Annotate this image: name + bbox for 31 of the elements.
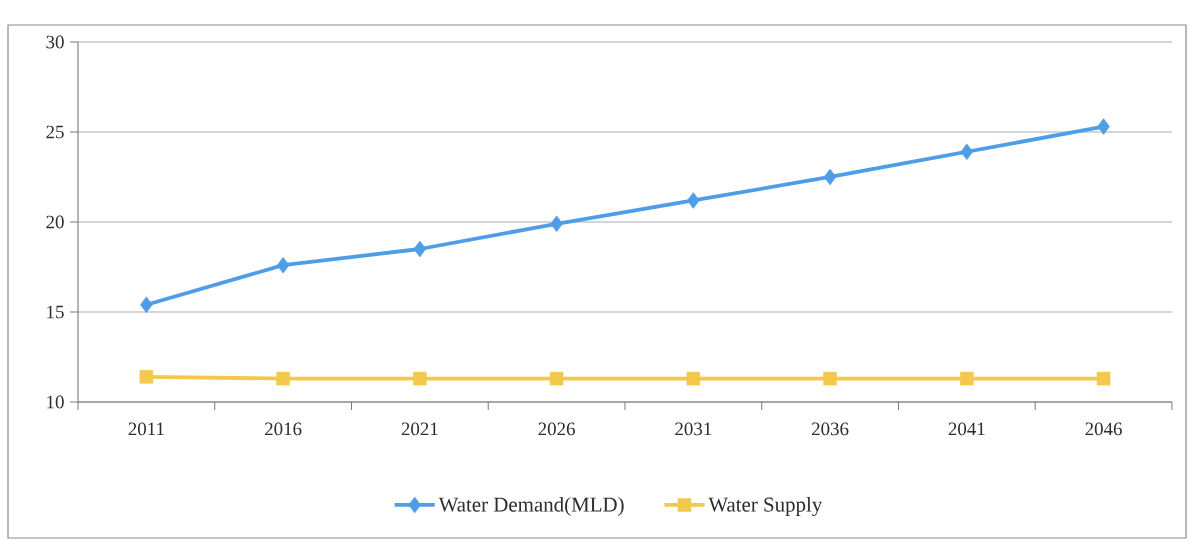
y-tick-label: 25 [46,125,64,139]
point [276,256,290,274]
point [549,371,564,386]
point [550,215,563,233]
point [960,371,974,386]
point [823,168,837,186]
legend-label: Water Supply [708,496,823,516]
y-tick-label: 30 [46,35,64,49]
legend-label: Water Demand(MLD) [438,496,624,516]
point [413,371,427,386]
point [686,371,701,386]
x-tick-label: 2046 [1085,422,1122,436]
point [687,192,700,209]
point [1096,371,1111,386]
point [823,371,837,386]
x-tick-label: 2036 [811,422,849,436]
point [960,143,974,161]
x-tick-label: 2021 [401,422,438,436]
x-tick-label: 2031 [675,422,712,436]
y-tick-label: 20 [46,215,64,229]
point [276,371,290,386]
point [139,370,154,384]
x-tick-label: 2011 [128,422,164,436]
x-tick-label: 2026 [538,422,575,436]
x-tick-label: 2016 [265,422,302,436]
point [140,296,153,314]
point [413,240,427,258]
y-tick-label: 10 [47,395,64,409]
point [1097,118,1110,135]
x-tick-label: 2041 [948,422,985,436]
y-tick-label: 15 [47,305,64,319]
